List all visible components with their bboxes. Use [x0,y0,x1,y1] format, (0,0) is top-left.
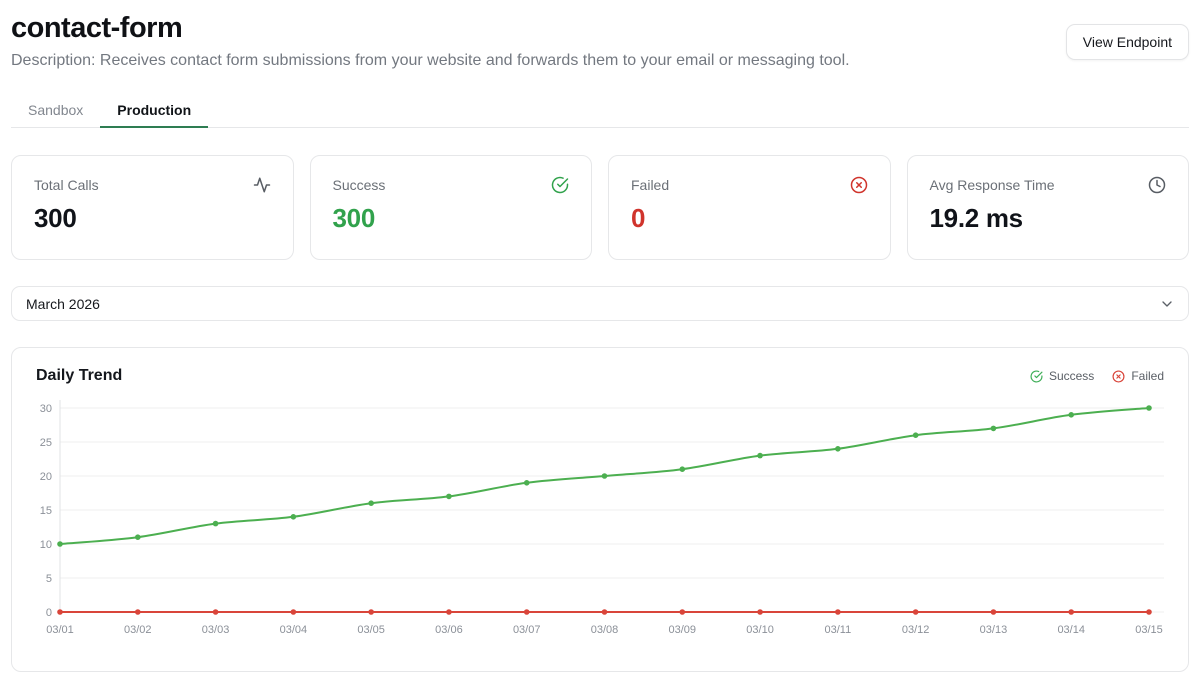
svg-text:25: 25 [40,437,52,449]
svg-text:03/04: 03/04 [280,624,308,636]
x-circle-icon [1112,369,1125,383]
svg-text:03/12: 03/12 [902,624,930,636]
svg-text:03/09: 03/09 [669,624,697,636]
stat-label: Avg Response Time [929,177,1055,193]
chart-area: 0 5 10 15 20 25 30 03/01 03/02 03/03 03/04 03/05 03/… [36,393,1164,650]
stat-label: Total Calls [34,177,99,193]
svg-text:03/06: 03/06 [435,624,463,636]
svg-text:03/02: 03/02 [124,624,152,636]
page-title: contact-form [11,12,183,44]
svg-text:20: 20 [40,471,52,483]
x-circle-icon [850,176,868,194]
month-select[interactable]: March 2026 [11,286,1189,321]
month-select-value: March 2026 [26,295,100,312]
chevron-down-icon [1159,296,1175,312]
stat-card-header: Total Calls [34,176,271,194]
tab-sandbox[interactable]: Sandbox [28,102,84,118]
daily-trend-card: Daily Trend Success Failed 0 5 10 15 20 25 30 0… [11,347,1189,672]
stat-value: 0 [631,203,646,233]
chart-legend: Success Failed [1030,369,1164,383]
svg-text:03/07: 03/07 [513,624,541,636]
page-description: Description: Receives contact form submi… [11,52,850,69]
stat-card-header: Failed [631,176,868,194]
stat-value: 19.2 ms [929,203,1024,233]
svg-text:03/10: 03/10 [746,624,774,636]
legend-label: Success [1048,369,1095,383]
stat-card-success: Success 300 [309,155,592,260]
legend-item-success: Success [1030,369,1094,383]
svg-text:30: 30 [40,403,52,415]
daily-trend-chart: 0 5 10 15 20 25 30 03/01 03/02 03/03 03/04 03/05 03/… [40,400,1164,636]
title-block: contact-form Description: Receives conta… [11,10,850,70]
svg-text:03/11: 03/11 [824,624,851,636]
legend-item-failed: Failed [1112,369,1164,383]
tab-production[interactable]: Production [100,94,209,128]
svg-text:03/01: 03/01 [46,624,74,636]
stat-value: 300 [34,203,77,233]
stat-card-header: Avg Response Time [930,176,1167,194]
stat-label: Success [332,177,386,193]
svg-text:03/15: 03/15 [1135,624,1163,636]
svg-text:03/05: 03/05 [357,624,385,636]
svg-text:03/14: 03/14 [1057,624,1085,636]
stat-value: 300 [332,203,376,233]
stat-card-avg-response-time: Avg Response Time 19.2 ms [906,155,1189,260]
svg-text:5: 5 [46,573,52,585]
endpoint-detail-page: contact-form Description: Receives conta… [11,10,1189,672]
svg-text:03/08: 03/08 [591,624,619,636]
stat-label: Failed [631,177,670,193]
svg-text:0: 0 [46,607,52,619]
activity-icon [253,176,271,194]
page-header: contact-form Description: Receives conta… [11,10,1189,70]
svg-text:03/03: 03/03 [202,624,230,636]
check-circle-icon [551,176,569,194]
clock-icon [1148,176,1166,194]
svg-text:03/13: 03/13 [980,624,1008,636]
legend-label: Failed [1131,369,1164,383]
view-endpoint-button[interactable]: View Endpoint [1065,24,1189,60]
check-circle-icon [1030,370,1043,383]
stat-card-header: Success [333,176,570,194]
stat-card-failed: Failed 0 [608,155,891,260]
chart-header: Daily Trend Success Failed [36,367,1164,385]
stats-row: Total Calls 300 Success 300 Failed [11,155,1189,260]
chart-title: Daily Trend [36,367,123,384]
svg-text:10: 10 [40,539,52,551]
environment-tabs: Sandbox Production [11,94,1189,128]
svg-text:15: 15 [40,505,52,517]
stat-card-total-calls: Total Calls 300 [11,155,294,260]
